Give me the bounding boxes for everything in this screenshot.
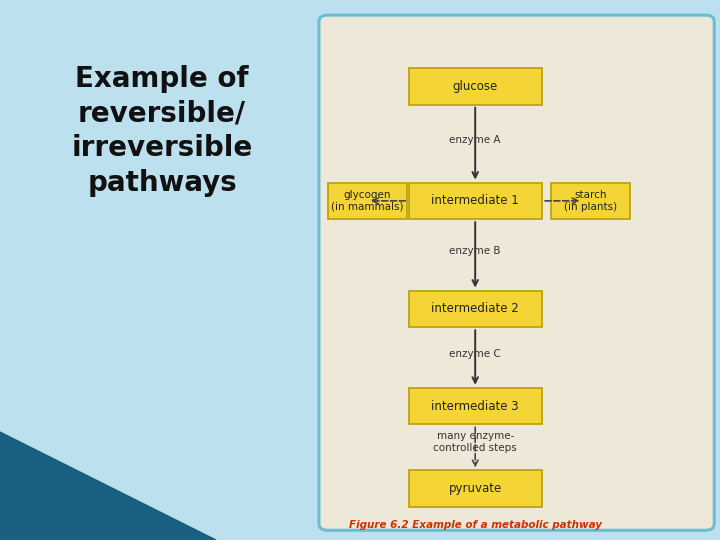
Text: Example of
reversible/
irreversible
pathways: Example of reversible/ irreversible path… [71,65,253,197]
Polygon shape [0,432,216,540]
Text: glycogen
(in mammals): glycogen (in mammals) [331,190,403,212]
Text: pyruvate: pyruvate [449,482,502,495]
Text: starch
(in plants): starch (in plants) [564,190,617,212]
Text: enzyme C: enzyme C [449,349,501,359]
Text: intermediate 3: intermediate 3 [431,400,519,413]
FancyBboxPatch shape [551,183,630,219]
FancyBboxPatch shape [409,183,541,219]
FancyBboxPatch shape [409,470,541,507]
Text: intermediate 2: intermediate 2 [431,302,519,315]
Text: glucose: glucose [453,80,498,93]
FancyBboxPatch shape [328,183,407,219]
Text: intermediate 1: intermediate 1 [431,194,519,207]
FancyBboxPatch shape [409,388,541,424]
Text: enzyme B: enzyme B [449,246,501,256]
Text: enzyme A: enzyme A [449,136,501,145]
FancyBboxPatch shape [319,15,714,530]
FancyBboxPatch shape [409,68,541,105]
Text: many enzyme-
controlled steps: many enzyme- controlled steps [433,431,517,453]
FancyBboxPatch shape [409,291,541,327]
Text: Figure 6.2 Example of a metabolic pathway: Figure 6.2 Example of a metabolic pathwa… [348,520,602,530]
